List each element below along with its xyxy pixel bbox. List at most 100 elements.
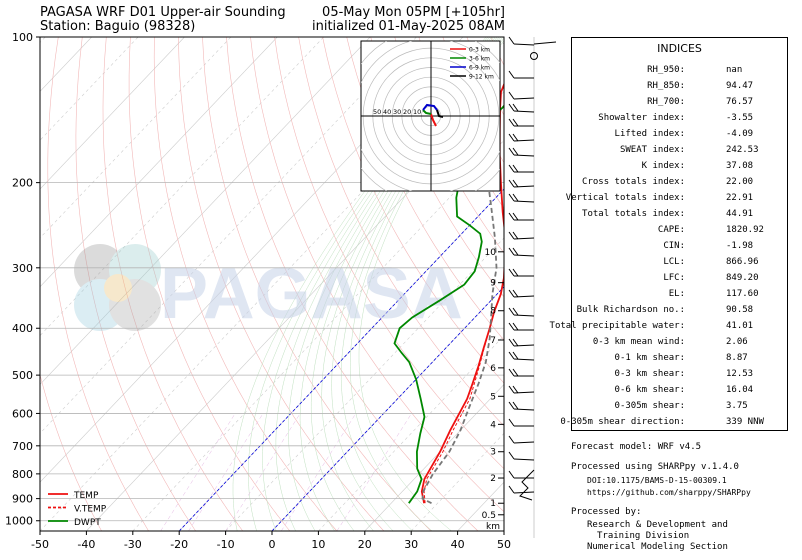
indices-title: INDICES [657, 42, 702, 55]
doi-label: DOI:10.1175/BAMS-D-15-00309.1 [587, 476, 727, 485]
index-value: 16.04 [726, 385, 754, 395]
index-label: CAPE: [657, 225, 685, 235]
index-row: LCL: 866.96 [572, 257, 789, 269]
height-km-axis: 10 9 8 7 6 5 4 3 2 1 0.5km [482, 248, 504, 532]
index-label: Vertical totals index: [565, 193, 685, 203]
index-label: EL: [668, 289, 685, 299]
x-tick-label: -30 [124, 538, 142, 551]
org-line-3: Numerical Modeling Section [587, 542, 728, 552]
chart-title: PAGASA WRF D01 Upper-air Sounding [40, 5, 286, 20]
index-value: 3.75 [726, 401, 748, 411]
index-value: 41.01 [726, 321, 754, 331]
init-time-label: initialized 01-May-2025 08AM [311, 19, 505, 34]
hodograph-legend-entry: 0-3 km [469, 47, 490, 54]
km-label: 4 [490, 420, 496, 430]
hodograph-trace [422, 103, 438, 111]
index-value: -3.55 [726, 113, 754, 123]
processed-by-label: Processed by: [571, 507, 642, 517]
index-row: EL: 117.60 [572, 289, 789, 301]
x-tick-label: 50 [497, 538, 511, 551]
km-label: 5 [490, 392, 496, 402]
index-row: LFC: 849.20 [572, 273, 789, 285]
index-row: RH_700: 76.57 [572, 97, 789, 109]
y-tick-label: 600 [12, 407, 33, 420]
x-tick-label: -40 [77, 538, 95, 551]
index-value: 242.53 [726, 145, 759, 155]
wind-barb [513, 200, 535, 203]
hodograph-ring-label: 30 [393, 108, 401, 116]
hodograph-ring-label: 40 [383, 108, 391, 116]
index-label: RH_950: [647, 65, 685, 75]
indices-panel: INDICES RH_950: nan RH_850: 94.47 RH_700: 76.… [550, 37, 789, 431]
hodograph-ring-label: 10 [413, 108, 421, 116]
series-line-temp [420, 82, 504, 504]
processed-label: Processed using SHARPpy v.1.4.0 [571, 462, 739, 472]
org-line-2: Training Division [597, 531, 690, 541]
index-label: Showalter index: [598, 113, 685, 123]
index-value: 90.58 [726, 305, 754, 315]
x-tick-label: 40 [451, 538, 465, 551]
index-value: 76.57 [726, 97, 754, 107]
index-row: Bulk Richardson no.: 90.58 [572, 305, 789, 317]
x-tick-label: -20 [170, 538, 188, 551]
index-row: Lifted index: -4.09 [572, 129, 789, 141]
forecast-model-label: Forecast model: WRF v4.5 [571, 442, 702, 452]
index-value: nan [726, 65, 743, 75]
url-label: https://github.com/sharppy/SHARPpy [587, 488, 751, 497]
hodograph-trace [422, 109, 432, 115]
km-label: 8 [490, 307, 496, 317]
x-tick-label: 20 [358, 538, 372, 551]
y-tick-label: 900 [12, 493, 33, 506]
hodograph-ring-label: 20 [403, 108, 411, 116]
index-row: RH_850: 94.47 [572, 81, 789, 93]
km-label: 9 [490, 279, 496, 289]
hodograph-legend-entry: 9-12 km [469, 74, 494, 81]
index-value: 44.91 [726, 209, 754, 219]
wind-barb-cluster [519, 469, 535, 501]
index-label: 0-1 km shear: [614, 353, 685, 363]
wind-barb [513, 43, 535, 46]
wind-barb [513, 441, 535, 444]
background-grid [40, 37, 504, 531]
y-tick-label: 800 [12, 468, 33, 481]
y-tick-label: 700 [12, 440, 33, 453]
index-value: -4.09 [726, 129, 754, 139]
x-axis: -50 -40 -30 -20 -10 0 10 20 30 40 50 [31, 531, 511, 551]
wind-barbs [508, 36, 557, 538]
org-line-1: Research & Development and [587, 520, 728, 530]
wind-barb [513, 458, 535, 461]
y-tick-label: 400 [12, 322, 33, 335]
y-tick-label: 1000 [5, 515, 33, 528]
km-label: 2 [490, 474, 496, 484]
legend-entry: TEMP [73, 491, 99, 501]
hodograph-ring-label: 50 [373, 108, 381, 116]
index-label: 0-305m shear: [614, 401, 685, 411]
x-tick-label: 30 [404, 538, 418, 551]
index-row: Cross totals index: 22.00 [572, 177, 789, 189]
index-value: 339 NNW [726, 417, 764, 427]
hodograph-legend-entry: 6-9 km [469, 65, 490, 72]
wind-barb [513, 154, 535, 157]
chart-title-right: 05-May Mon 05PM [+105hr] initialized 01-M… [312, 6, 505, 34]
index-label: Bulk Richardson no.: [576, 305, 685, 315]
index-value: 94.47 [726, 81, 754, 91]
watermark-text: PAGASA [160, 254, 463, 334]
y-tick-label: 300 [12, 262, 33, 275]
km-label: 7 [490, 336, 496, 346]
index-row: CIN: -1.98 [572, 241, 789, 253]
index-value: 8.87 [726, 353, 748, 363]
index-label: RH_700: [647, 97, 685, 107]
index-row: 0-6 km shear: 16.04 [572, 385, 789, 397]
x-tick-label: 10 [311, 538, 325, 551]
index-value: 849.20 [726, 273, 759, 283]
index-row: Vertical totals index: 22.91 [566, 193, 789, 205]
x-tick-label: 0 [269, 538, 276, 551]
index-label: Cross totals index: [582, 177, 685, 187]
x-tick-label: -50 [31, 538, 49, 551]
series-line-vtemp [423, 311, 495, 504]
index-label: SWEAT index: [619, 145, 685, 155]
wind-barb [513, 358, 535, 361]
index-row: Total totals index: 44.91 [572, 209, 789, 221]
wind-barb [513, 254, 535, 257]
